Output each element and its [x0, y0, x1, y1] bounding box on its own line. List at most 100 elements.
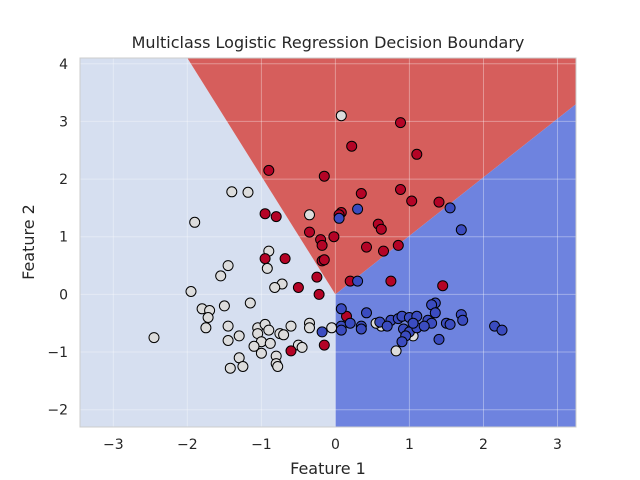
data-point-class-1 [270, 211, 282, 223]
data-point-class-2 [457, 314, 469, 326]
y-axis-label: Feature 2 [19, 204, 38, 280]
data-point-class-2 [352, 203, 364, 215]
y-tick-label: 2 [59, 172, 68, 188]
data-point-class-1 [385, 275, 397, 287]
y-tick-label: 1 [59, 230, 68, 246]
y-axis-ticks: −2 −1 0 1 2 3 4 [47, 57, 68, 419]
data-point-class-2 [355, 323, 367, 335]
data-point-class-2 [433, 333, 445, 345]
data-point-class-0 [304, 209, 315, 221]
data-point-class-2 [316, 326, 328, 338]
data-point-class-1 [318, 254, 330, 266]
data-point-class-0 [148, 332, 160, 344]
data-point-class-1 [318, 170, 330, 182]
data-point-class-0 [390, 345, 402, 357]
data-point-class-2 [333, 212, 345, 224]
data-point-class-2 [496, 324, 508, 336]
data-point-class-1 [279, 253, 291, 265]
data-point-class-0 [304, 322, 315, 334]
x-tick-label: 0 [331, 437, 340, 453]
data-point-class-1 [263, 164, 275, 176]
data-point-class-0 [218, 300, 230, 312]
data-point-class-0 [200, 322, 212, 334]
scatter-points [148, 110, 508, 374]
data-point-class-0 [233, 330, 245, 342]
chart-title: Multiclass Logistic Regression Decision … [132, 33, 525, 52]
data-point-class-2 [429, 307, 441, 319]
data-point-class-0 [237, 361, 249, 372]
data-point-class-1 [392, 239, 404, 251]
data-point-class-1 [285, 345, 297, 357]
data-point-class-2 [444, 318, 456, 330]
y-tick-label: −1 [47, 345, 68, 361]
data-point-class-0 [222, 260, 234, 272]
x-tick-label: 1 [405, 437, 414, 453]
data-point-class-0 [278, 329, 290, 341]
data-point-class-0 [261, 262, 273, 274]
data-point-class-1 [411, 148, 423, 160]
data-point-class-2 [455, 224, 467, 236]
data-point-class-0 [264, 337, 276, 349]
data-point-class-1 [346, 140, 358, 152]
data-point-class-0 [226, 186, 238, 198]
data-point-class-0 [185, 286, 197, 297]
y-tick-label: 3 [59, 114, 68, 130]
data-point-class-2 [444, 202, 456, 214]
data-point-class-0 [326, 322, 338, 334]
x-axis-ticks: −3 −2 −1 0 1 2 3 [103, 437, 562, 453]
data-point-class-1 [304, 226, 315, 238]
data-point-class-2 [335, 303, 347, 315]
x-tick-label: −3 [103, 437, 124, 453]
data-point-class-1 [316, 239, 328, 251]
data-point-class-2 [418, 320, 430, 332]
data-point-class-0 [222, 335, 234, 346]
data-point-class-2 [381, 320, 393, 332]
data-point-class-1 [259, 208, 271, 220]
data-point-class-0 [272, 361, 284, 372]
decision-regions [80, 58, 577, 427]
x-axis-label: Feature 1 [290, 459, 366, 478]
data-point-class-0 [335, 110, 347, 122]
data-point-class-0 [244, 297, 256, 309]
plot-frame [79, 57, 577, 428]
x-tick-label: 2 [479, 437, 488, 453]
data-point-class-1 [311, 271, 323, 283]
y-tick-label: 4 [59, 57, 68, 73]
data-point-class-0 [202, 312, 214, 323]
data-point-class-1 [328, 231, 340, 243]
x-tick-label: 3 [553, 437, 562, 453]
data-point-class-2 [407, 317, 419, 329]
data-point-class-0 [255, 347, 267, 359]
data-point-class-0 [222, 320, 234, 332]
data-point-class-0 [189, 216, 201, 228]
data-point-class-2 [361, 307, 372, 319]
data-point-class-0 [224, 362, 236, 374]
data-point-class-1 [395, 117, 406, 129]
data-point-class-0 [285, 320, 297, 332]
data-point-class-2 [335, 324, 347, 336]
data-point-class-1 [433, 196, 445, 208]
x-tick-label: −2 [177, 437, 198, 453]
data-point-class-0 [263, 324, 275, 336]
data-point-class-1 [355, 188, 367, 199]
data-point-class-0 [269, 282, 281, 293]
data-point-class-0 [215, 270, 227, 282]
data-point-class-1 [318, 339, 330, 351]
data-point-class-2 [352, 275, 364, 287]
decision-region-class-1 [187, 58, 577, 295]
data-point-class-1 [375, 223, 387, 235]
data-point-class-0 [248, 340, 260, 352]
data-point-class-1 [313, 288, 325, 300]
data-point-class-1 [259, 253, 271, 265]
data-point-class-1 [406, 195, 418, 207]
data-point-class-1 [292, 282, 304, 293]
data-point-class-1 [361, 241, 372, 253]
data-point-class-1 [395, 184, 406, 195]
x-tick-label: −1 [251, 437, 272, 453]
data-point-class-2 [344, 317, 356, 329]
data-point-class-0 [242, 186, 254, 198]
data-point-class-1 [437, 280, 449, 292]
data-point-class-1 [378, 245, 389, 257]
data-point-class-2 [396, 336, 408, 348]
